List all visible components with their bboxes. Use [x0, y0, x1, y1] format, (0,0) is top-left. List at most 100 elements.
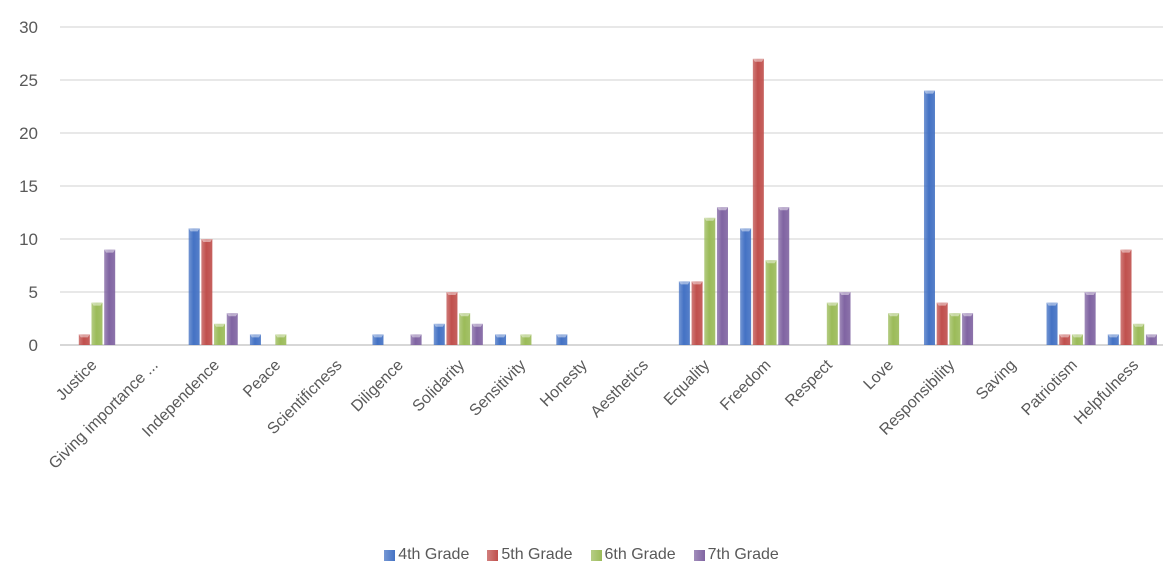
bar-4th-grade — [249, 334, 261, 345]
bar-4th-grade — [433, 323, 445, 345]
bar-bevel — [1071, 334, 1083, 338]
x-tick-label: Saving — [973, 357, 1020, 404]
bar-5th-grade — [752, 58, 764, 346]
bar-bevel — [839, 292, 851, 295]
bar-bevel — [214, 323, 226, 327]
y-tick-label: 30 — [19, 18, 38, 37]
legend-item: 6th Grade — [590, 546, 676, 564]
bar-bevel — [495, 334, 507, 338]
bar-bevel — [520, 334, 532, 338]
x-tick-label: Peace — [240, 357, 284, 401]
bar-bevel — [556, 334, 568, 338]
bar-bevel — [78, 334, 90, 338]
bars — [78, 58, 1157, 346]
bar-7th-grade — [410, 334, 422, 345]
bar-bevel — [249, 334, 261, 338]
bar-bevel — [778, 207, 790, 211]
bar-6th-grade — [520, 334, 532, 345]
bar-6th-grade — [765, 260, 777, 345]
bar-5th-grade — [446, 292, 458, 345]
bar-4th-grade — [372, 334, 384, 345]
bar-5th-grade — [1120, 249, 1132, 345]
y-tick-label: 20 — [19, 124, 38, 143]
bar-bevel — [459, 313, 471, 317]
bar-7th-grade — [839, 292, 851, 345]
x-tick-label: Love — [861, 357, 898, 394]
bar-bevel — [1046, 302, 1058, 306]
bar-bevel — [201, 239, 213, 242]
bar-4th-grade — [495, 334, 507, 345]
bar-bevel — [923, 90, 935, 94]
x-tick-label: Equality — [661, 357, 713, 409]
y-axis-ticks: 0 5 10 15 20 25 30 — [19, 18, 38, 355]
bar-bevel — [936, 302, 948, 306]
bar-5th-grade — [691, 281, 703, 345]
bar-bevel — [372, 334, 384, 338]
bar-bevel — [1059, 334, 1071, 338]
bar-bevel — [704, 217, 716, 221]
bar-6th-grade — [1133, 323, 1145, 345]
bar-bevel — [678, 281, 690, 285]
bar-6th-grade — [704, 217, 716, 345]
x-tick-label: Helpfulness — [1071, 357, 1142, 428]
bar-5th-grade — [1059, 334, 1071, 345]
bar-bevel — [446, 292, 458, 295]
bar-bevel — [1145, 334, 1157, 338]
bar-bevel — [1084, 292, 1096, 295]
x-tick-label: Patriotism — [1019, 357, 1081, 419]
bar-6th-grade — [459, 313, 471, 345]
bar-bevel — [226, 313, 238, 317]
legend: 4th Grade 5th Grade 6th Grade 7th Grade — [0, 546, 1163, 564]
bar-6th-grade — [826, 302, 838, 345]
legend-item: 4th Grade — [384, 546, 469, 564]
bar-7th-grade — [471, 323, 483, 345]
legend-swatch — [590, 549, 602, 561]
bar-4th-grade — [556, 334, 568, 345]
bar-bevel — [765, 260, 777, 264]
y-tick-label: 10 — [19, 230, 38, 249]
bar-bevel — [410, 334, 422, 338]
bar-5th-grade — [936, 302, 948, 345]
gridlines — [60, 26, 1163, 346]
bar-6th-grade — [275, 334, 287, 345]
bar-bevel — [188, 228, 200, 232]
bar-5th-grade — [78, 334, 90, 345]
bar-6th-grade — [1071, 334, 1083, 345]
bar-4th-grade — [923, 90, 935, 345]
x-tick-label: Justice — [53, 357, 100, 404]
legend-swatch — [693, 549, 705, 561]
bar-bevel — [826, 302, 838, 306]
bar-4th-grade — [678, 281, 690, 345]
legend-item: 7th Grade — [693, 546, 779, 564]
bar-7th-grade — [962, 313, 974, 345]
y-tick-label: 15 — [19, 177, 38, 196]
bar-bevel — [962, 313, 974, 317]
y-tick-label: 25 — [19, 71, 38, 90]
x-tick-label: Solidarity — [410, 357, 469, 416]
legend-label: 4th Grade — [398, 546, 470, 563]
bar-7th-grade — [104, 249, 116, 345]
bar-7th-grade — [1084, 292, 1096, 345]
x-tick-label: Giving importance ... — [46, 357, 162, 473]
bar-7th-grade — [716, 207, 728, 345]
bar-bevel — [433, 323, 445, 327]
y-tick-label: 0 — [29, 336, 38, 355]
x-tick-label: Diligence — [348, 357, 407, 416]
legend-item: 5th Grade — [487, 546, 573, 564]
bar-7th-grade — [778, 207, 790, 345]
x-tick-label: Sensitivity — [466, 357, 529, 420]
bar-6th-grade — [888, 313, 900, 345]
legend-swatch — [487, 549, 499, 561]
bar-4th-grade — [1107, 334, 1119, 345]
y-tick-label: 5 — [29, 283, 38, 302]
bar-7th-grade — [226, 313, 238, 345]
x-tick-label: Freedom — [717, 357, 774, 414]
bar-bevel — [740, 228, 752, 232]
bar-bevel — [691, 281, 703, 285]
bar-bevel — [1133, 323, 1145, 327]
bar-6th-grade — [949, 313, 961, 345]
bar-bevel — [104, 249, 116, 253]
bar-bevel — [949, 313, 961, 317]
bar-4th-grade — [188, 228, 200, 345]
